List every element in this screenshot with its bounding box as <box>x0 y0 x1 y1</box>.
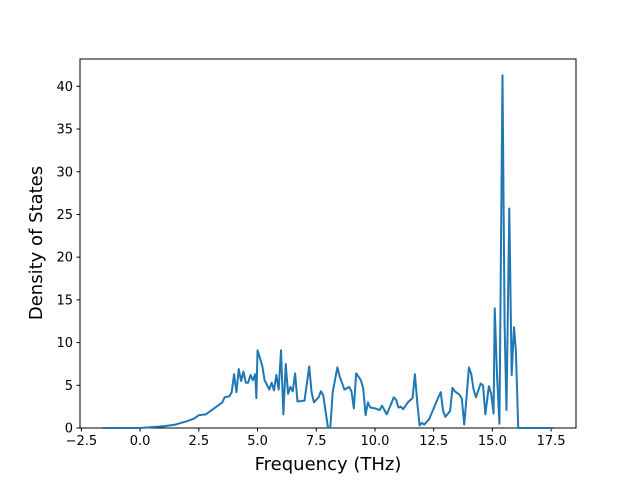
y-tick-label: 25 <box>56 208 73 223</box>
x-tick-label: 0.0 <box>130 434 151 449</box>
y-tick-label: 10 <box>56 336 73 351</box>
y-tick-label: 0 <box>65 422 73 437</box>
x-tick-label: 5.0 <box>247 434 268 449</box>
dos-line <box>102 74 554 429</box>
x-tick-label: 7.5 <box>306 434 327 449</box>
x-tick-label: 17.5 <box>537 434 566 449</box>
y-tick-label: 5 <box>65 379 73 394</box>
x-tick-label: 15.0 <box>478 434 507 449</box>
x-tick-label: 2.5 <box>188 434 209 449</box>
y-tick-label: 30 <box>56 165 73 180</box>
x-axis-label: Frequency (THz) <box>255 454 402 475</box>
y-tick-label: 35 <box>56 123 73 138</box>
y-tick-label: 20 <box>56 251 73 266</box>
y-tick-label: 15 <box>56 293 73 308</box>
x-tick-label: −2.5 <box>66 434 98 449</box>
y-axis-label: Density of States <box>26 166 47 320</box>
y-tick-label: 40 <box>56 80 73 95</box>
x-tick-label: 12.5 <box>419 434 448 449</box>
x-tick-label: 10.0 <box>360 434 389 449</box>
